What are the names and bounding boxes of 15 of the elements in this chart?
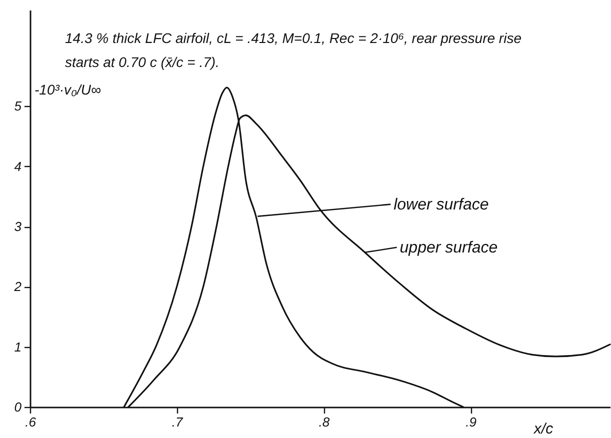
y-tick-label: 4 — [14, 158, 22, 174]
y-tick-label: 3 — [14, 219, 22, 234]
y-tick-label: 5 — [14, 98, 22, 114]
y-tick-label: 0 — [14, 400, 22, 414]
x-tick-label: .9 — [466, 414, 476, 430]
x-tick-label: .7 — [172, 414, 184, 430]
y-tick-label: 2 — [13, 279, 22, 294]
y-axis-title: -10³·v₀/U∞ — [34, 82, 101, 98]
x-axis-title: x/c — [532, 420, 554, 438]
text: 14.3 % thick LFC airfoil, cL = .413, M=0.1, Rec = 2·10⁶, rear pressure rise starts at 0.70 c (x̄/c = .7). — [65, 30, 522, 70]
annotation: lower surface — [394, 196, 489, 214]
x-tick-label: .6 — [25, 414, 37, 430]
y-tick-label: 1 — [14, 339, 22, 354]
x-tick-label: .8 — [318, 414, 330, 430]
annotation: upper surface — [400, 239, 498, 256]
